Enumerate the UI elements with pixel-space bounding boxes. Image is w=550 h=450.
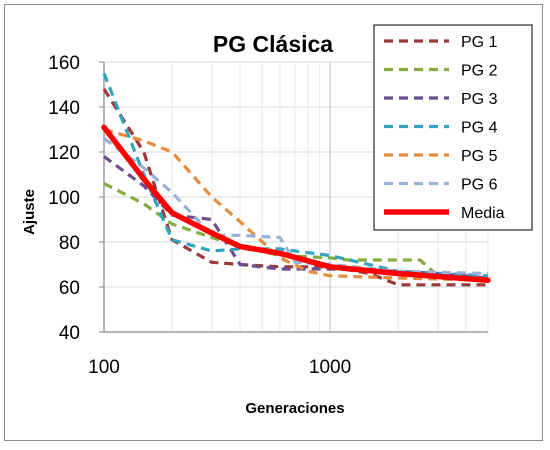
series-line-pg-2	[103, 182, 489, 280]
legend-label: PG 1	[461, 34, 498, 51]
y-axis-label: Ajuste	[21, 189, 38, 235]
y-tick-label: 40	[59, 323, 80, 344]
legend-label: PG 3	[461, 91, 498, 108]
legend-label: PG 5	[461, 148, 498, 165]
legend-label: PG 4	[461, 120, 498, 137]
series-layer	[101, 72, 491, 287]
series-line-pg-1	[102, 88, 488, 287]
series-line-pg-6	[103, 137, 489, 276]
x-tick-label: 100	[88, 357, 120, 378]
chart-title: PG Clásica	[213, 31, 333, 57]
x-axis-label: Generaciones	[245, 400, 344, 417]
legend-label: Media	[461, 205, 505, 222]
legend-label: PG 6	[461, 177, 498, 194]
legend-label: PG 2	[461, 63, 498, 80]
y-tick-label: 160	[48, 53, 80, 74]
legend: PG 1 PG 2 PG 3 PG 4 PG 5 PG 6 Media	[373, 24, 533, 231]
x-tick-label: 1000	[309, 357, 351, 378]
y-tick-label: 60	[59, 278, 80, 299]
series-line-pg-5	[103, 127, 489, 282]
y-tick-label: 100	[48, 188, 80, 209]
y-tick-label: 140	[48, 98, 80, 119]
legend-box	[373, 24, 533, 231]
y-tick-label: 80	[59, 233, 80, 254]
axes: 40 60 80 100 120 140 160 100 1000	[48, 53, 488, 378]
y-tick-label: 120	[48, 143, 80, 164]
series-line-media	[101, 124, 491, 284]
